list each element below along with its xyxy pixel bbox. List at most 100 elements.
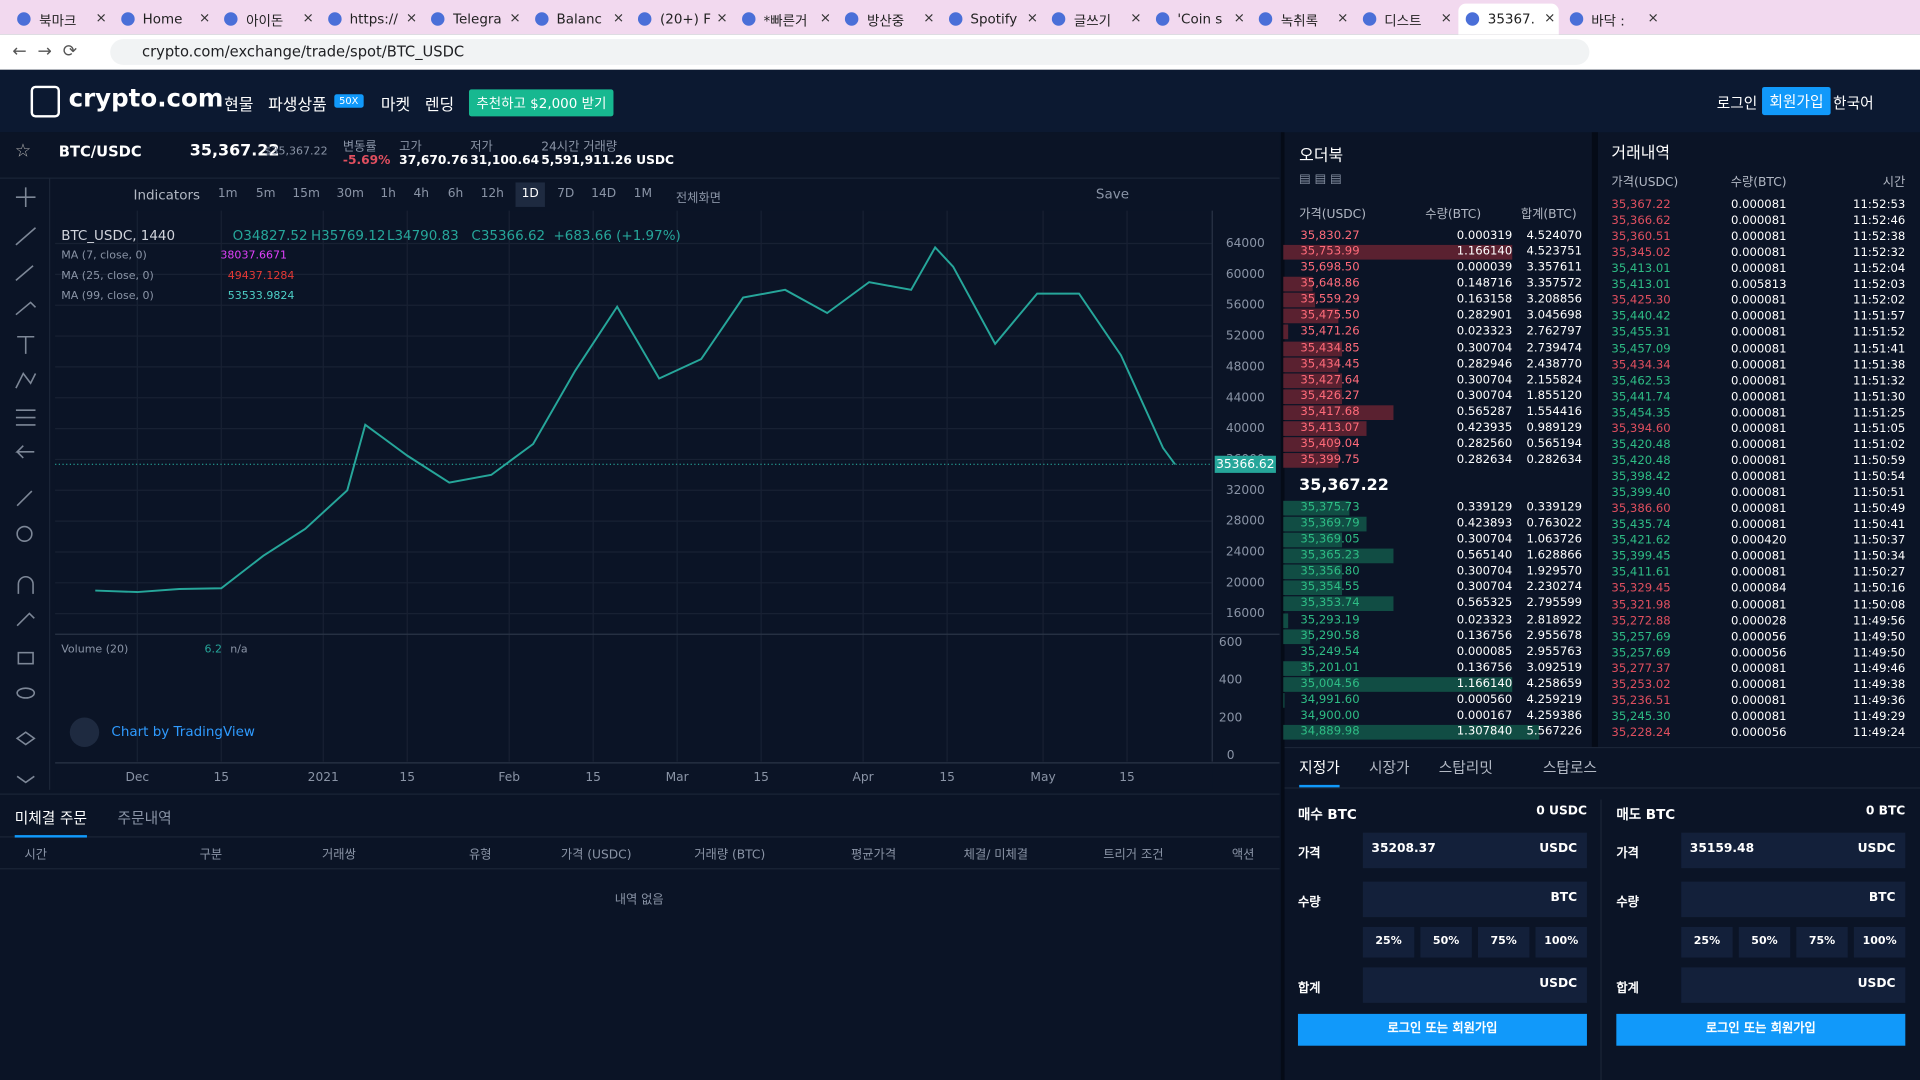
browser-tab[interactable]: 녹취록 × <box>1251 4 1351 35</box>
order-type[interactable]: 스탑로스 <box>1542 759 1597 777</box>
interval[interactable]: 12h <box>480 187 504 201</box>
promo-button[interactable]: 추천하고 $2,000 받기 <box>468 89 614 117</box>
nav-item[interactable]: 마켓 <box>380 96 411 116</box>
percent-button[interactable]: 25% <box>1681 926 1733 958</box>
tab-close[interactable]: × <box>1440 9 1452 26</box>
orderbook-views[interactable]: ▤ ▤ ▤ <box>1299 172 1342 187</box>
tab-close[interactable]: × <box>612 9 625 26</box>
browser-tab[interactable]: 35367. × <box>1458 3 1559 35</box>
browser-tab[interactable]: 바닥 : × <box>1562 4 1662 35</box>
ma-label[interactable]: MA (25, close, 0) <box>61 270 154 283</box>
ma-label[interactable]: MA (99, close, 0) <box>61 290 154 303</box>
form-input[interactable]: USDC <box>1681 967 1906 1003</box>
order-type[interactable]: 지정가 <box>1299 757 1340 788</box>
percent-button[interactable]: 100% <box>1535 926 1587 958</box>
tab-close[interactable]: × <box>1026 9 1039 26</box>
interval[interactable]: 15m <box>292 187 320 201</box>
tab-close[interactable]: × <box>716 9 728 26</box>
browser-tab[interactable]: Home × <box>113 4 213 35</box>
interval[interactable]: 5m <box>255 187 276 201</box>
interval[interactable]: 6h <box>447 187 464 201</box>
browser-tab[interactable]: 'Coin s × <box>1148 4 1248 35</box>
browser-tab[interactable]: 글쓰기 × <box>1044 4 1144 35</box>
url-field[interactable] <box>110 39 1590 65</box>
browser-tab[interactable]: 디스트 × <box>1355 4 1455 35</box>
browser-tab[interactable]: https:// × <box>320 4 420 35</box>
book-price[interactable]: 35,471.26 <box>1300 325 1360 339</box>
browser-tab[interactable]: *빠른거 × <box>734 4 834 35</box>
tab-close[interactable]: × <box>1130 9 1142 26</box>
book-price[interactable]: 35,365.23 <box>1300 548 1360 563</box>
orders-tab[interactable]: 미체결 주문 <box>14 807 87 838</box>
book-price[interactable]: 35,369.79 <box>1300 516 1360 531</box>
nav-item[interactable]: 파생상품 <box>268 96 327 116</box>
book-price[interactable]: 35,559.29 <box>1300 293 1360 307</box>
fullscreen[interactable]: 전체화면 <box>675 192 721 206</box>
orders-tab[interactable]: 주문내역 <box>117 809 172 827</box>
browser-tab[interactable]: 방산중 × <box>838 4 938 35</box>
book-price[interactable]: 35,427.64 <box>1300 373 1360 387</box>
book-price[interactable]: 34,991.60 <box>1300 693 1360 707</box>
browser-tab[interactable]: Spotify × <box>941 4 1041 35</box>
book-price[interactable]: 35,293.19 <box>1300 612 1360 627</box>
percent-button[interactable]: 25% <box>1362 926 1415 958</box>
form-input[interactable]: BTC <box>1681 881 1906 918</box>
browser-tab[interactable]: 아이돈 × <box>217 4 317 35</box>
tab-close[interactable]: × <box>198 9 211 26</box>
order-type[interactable]: 스탑리밋 <box>1438 759 1493 777</box>
tab-close[interactable]: × <box>923 9 935 26</box>
login-button[interactable]: 로그인 또는 회원가입 <box>1297 1013 1587 1046</box>
legend-symbol[interactable]: BTC_USDC, 1440 <box>61 227 176 244</box>
tab-close[interactable]: × <box>1544 9 1556 26</box>
book-price[interactable]: 35,434.45 <box>1300 357 1360 371</box>
book-price[interactable]: 35,475.50 <box>1300 309 1360 323</box>
logo[interactable]: crypto.com <box>68 83 224 113</box>
interval[interactable]: 14D <box>591 187 617 201</box>
form-input[interactable]: 35208.37 USDC <box>1362 832 1587 869</box>
book-price[interactable]: 35,201.01 <box>1300 660 1360 675</box>
book-price[interactable]: 35,698.50 <box>1300 261 1360 275</box>
nav-item[interactable]: 현물 <box>224 96 254 116</box>
book-price[interactable]: 34,900.00 <box>1300 709 1360 723</box>
interval[interactable]: 1M <box>633 187 653 201</box>
book-price[interactable]: 35,409.04 <box>1300 437 1360 451</box>
volume-label[interactable]: Volume (20) <box>61 644 129 657</box>
tab-close[interactable]: × <box>1647 9 1659 26</box>
tab-close[interactable]: × <box>509 9 521 26</box>
tab-close[interactable]: × <box>1337 9 1349 26</box>
book-price[interactable]: 35,426.27 <box>1300 389 1360 403</box>
interval[interactable]: 1m <box>217 187 238 201</box>
nav-buttons[interactable]: ← → ⟳ <box>12 41 78 62</box>
interval[interactable]: 7D <box>557 187 575 201</box>
book-price[interactable]: 35,417.68 <box>1300 405 1360 419</box>
book-price[interactable]: 35,648.86 <box>1300 277 1360 291</box>
interval[interactable]: 4h <box>413 187 429 201</box>
browser-tab[interactable]: Balanc × <box>527 4 627 35</box>
browser-tab[interactable]: Telegra × <box>424 4 524 35</box>
book-price[interactable]: 35,353.74 <box>1300 596 1360 611</box>
book-price[interactable]: 35,753.99 <box>1300 244 1360 259</box>
percent-button[interactable]: 75% <box>1796 926 1848 958</box>
book-price[interactable]: 35,004.56 <box>1300 676 1360 691</box>
book-price[interactable]: 35,434.85 <box>1300 341 1360 355</box>
drawing-tools[interactable] <box>0 177 51 790</box>
pair[interactable]: BTC/USDC <box>58 143 142 161</box>
tab-close[interactable]: × <box>405 9 418 26</box>
book-price[interactable]: 35,369.05 <box>1300 532 1360 547</box>
interval[interactable]: 1D <box>515 182 545 207</box>
browser-tab[interactable]: 북마크 × <box>10 4 110 35</box>
nav-item[interactable]: 렌딩 <box>424 96 455 116</box>
order-type[interactable]: 시장가 <box>1368 759 1410 777</box>
tab-close[interactable]: × <box>302 9 314 26</box>
indicators[interactable]: Indicators <box>133 187 201 204</box>
signup[interactable]: 회원가입 <box>1762 86 1831 116</box>
book-price[interactable]: 34,889.98 <box>1300 725 1360 739</box>
book-price[interactable]: 35,830.27 <box>1300 228 1360 243</box>
tab-close[interactable]: × <box>819 9 832 26</box>
url[interactable]: crypto.com/exchange/trade/spot/BTC_USDC <box>142 42 465 60</box>
language[interactable]: 한국어 <box>1833 94 1874 112</box>
form-input[interactable]: 35159.48 USDC <box>1681 832 1906 869</box>
browser-tab[interactable]: (20+) F × <box>631 4 731 35</box>
tradingview-logo[interactable] <box>69 717 100 747</box>
interval[interactable]: 1h <box>380 187 396 201</box>
